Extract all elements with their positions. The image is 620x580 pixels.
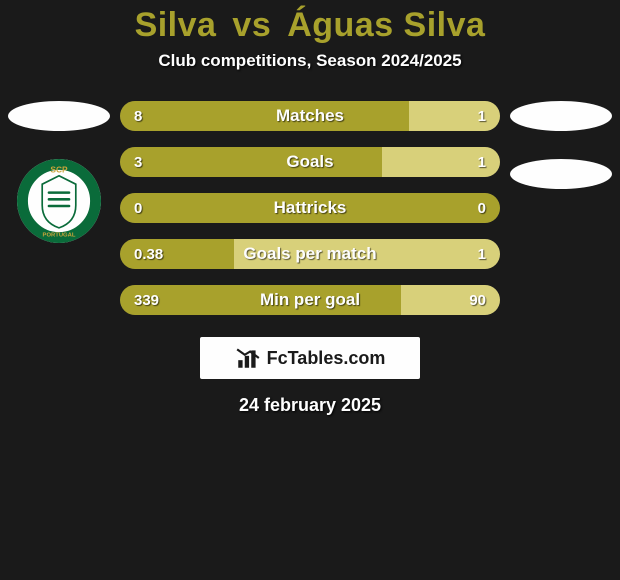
stat-bar-left-fill bbox=[120, 239, 234, 269]
title-vs: vs bbox=[232, 6, 271, 44]
stat-bar-right-fill bbox=[234, 239, 500, 269]
footer-brand-text: FcTables.com bbox=[267, 348, 386, 369]
stat-bar: Goals per match0.381 bbox=[120, 239, 500, 269]
right-avatar-column bbox=[510, 101, 612, 189]
bar-chart-icon bbox=[235, 345, 261, 371]
bars-column: Matches81 Goals31 Hattricks00 Goals per mat… bbox=[120, 101, 500, 315]
stat-bar-left-fill bbox=[120, 285, 401, 315]
page-title: Silva vs Águas Silva bbox=[0, 0, 620, 51]
stat-bar: Min per goal33990 bbox=[120, 285, 500, 315]
left-avatar-column: SCP PORTUGAL bbox=[8, 101, 110, 243]
stat-bar-right-fill bbox=[401, 285, 500, 315]
infographic-root: Silva vs Águas Silva Club competitions, … bbox=[0, 0, 620, 580]
stat-bar: Goals31 bbox=[120, 147, 500, 177]
stat-bar-right-fill bbox=[382, 147, 500, 177]
content-row: SCP PORTUGAL Matches81 Goals31 Hattricks00… bbox=[0, 101, 620, 315]
stat-bar: Matches81 bbox=[120, 101, 500, 131]
stat-bar-left-fill bbox=[120, 101, 409, 131]
badge-line3: PORTUGAL bbox=[43, 232, 76, 238]
scp-badge-icon: SCP PORTUGAL bbox=[17, 159, 101, 243]
title-player1: Silva bbox=[135, 6, 217, 44]
footer-brand: FcTables.com bbox=[200, 337, 420, 379]
stat-bar: Hattricks00 bbox=[120, 193, 500, 223]
stat-bar-right-fill bbox=[409, 101, 500, 131]
player2-club-placeholder bbox=[510, 159, 612, 189]
subtitle: Club competitions, Season 2024/2025 bbox=[0, 51, 620, 71]
stat-bar-left-fill bbox=[120, 147, 382, 177]
title-player2: Águas Silva bbox=[287, 6, 485, 44]
infographic-date: 24 february 2025 bbox=[0, 395, 620, 416]
stat-bar-left-fill bbox=[120, 193, 500, 223]
player2-avatar-placeholder bbox=[510, 101, 612, 131]
player1-avatar-placeholder bbox=[8, 101, 110, 131]
badge-line1: SCP bbox=[50, 164, 68, 174]
player1-club-badge: SCP PORTUGAL bbox=[17, 159, 101, 243]
